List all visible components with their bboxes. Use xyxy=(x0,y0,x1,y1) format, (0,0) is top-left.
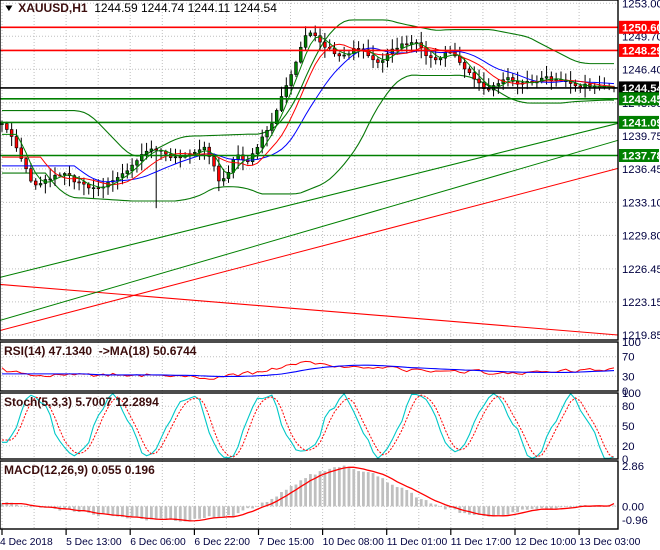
svg-text:1229.80: 1229.80 xyxy=(622,230,660,242)
svg-text:12 Dec 10:00: 12 Dec 10:00 xyxy=(515,537,577,548)
svg-text:0.00: 0.00 xyxy=(622,501,644,513)
svg-text:1226.45: 1226.45 xyxy=(622,264,660,276)
svg-text:1233.10: 1233.10 xyxy=(622,197,660,209)
svg-text:1239.75: 1239.75 xyxy=(622,131,660,143)
svg-text:1236.45: 1236.45 xyxy=(622,164,660,176)
svg-text:1253.00: 1253.00 xyxy=(622,0,660,10)
svg-text:1250.60: 1250.60 xyxy=(622,22,660,34)
svg-text:50: 50 xyxy=(622,421,635,433)
svg-text:7 Dec 15:00: 7 Dec 15:00 xyxy=(259,537,315,548)
svg-text:1241.09: 1241.09 xyxy=(622,117,660,129)
svg-text:80: 80 xyxy=(622,401,635,413)
svg-text:1243.45: 1243.45 xyxy=(622,94,660,106)
svg-text:1223.15: 1223.15 xyxy=(622,297,660,309)
svg-text:6 Dec 06:00: 6 Dec 06:00 xyxy=(130,537,186,548)
svg-text:1248.29: 1248.29 xyxy=(622,45,660,57)
svg-text:11 Dec 17:00: 11 Dec 17:00 xyxy=(451,537,512,548)
svg-text:4 Dec 2018: 4 Dec 2018 xyxy=(0,537,53,548)
svg-text:11 Dec 01:00: 11 Dec 01:00 xyxy=(387,537,448,548)
svg-text:1246.40: 1246.40 xyxy=(622,64,660,76)
svg-text:5 Dec 13:00: 5 Dec 13:00 xyxy=(66,537,122,548)
svg-text:30: 30 xyxy=(622,371,635,383)
svg-text:-0.96: -0.96 xyxy=(622,515,648,527)
svg-text:70: 70 xyxy=(622,352,635,364)
svg-text:20: 20 xyxy=(622,441,635,453)
svg-text:100: 100 xyxy=(622,388,641,400)
svg-text:100: 100 xyxy=(622,337,641,349)
svg-text:2.86: 2.86 xyxy=(622,461,644,473)
svg-text:6 Dec 22:00: 6 Dec 22:00 xyxy=(194,537,250,548)
svg-text:10 Dec 08:00: 10 Dec 08:00 xyxy=(323,537,385,548)
svg-text:1237.78: 1237.78 xyxy=(622,151,660,163)
svg-text:13 Dec 03:00: 13 Dec 03:00 xyxy=(579,537,641,548)
